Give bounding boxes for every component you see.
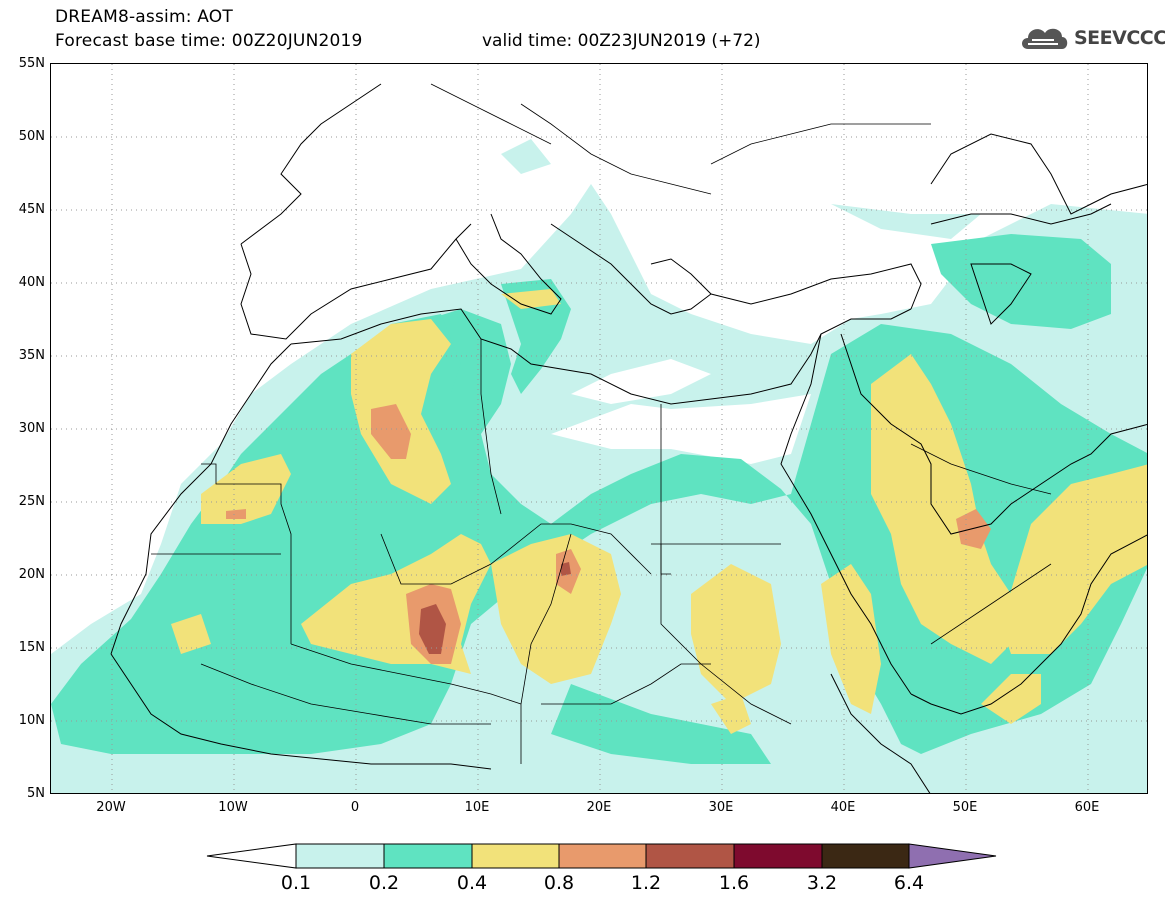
lat-label-45n: 45N [18,202,45,217]
lat-label-5n: 5N [27,786,45,801]
lat-label-40n: 40N [18,275,45,290]
forecast-base-time: Forecast base time: 00Z20JUN2019 [55,31,363,51]
aot-map [51,64,1147,793]
colorbar-label-6.4: 6.4 [893,872,925,894]
colorbar-segment-1.6 [733,843,823,869]
lon-label-20e: 20E [586,800,612,815]
logo-text: SEEVCCC [1074,27,1165,49]
lon-label-40e: 40E [830,800,856,815]
colorbar-label-0.4: 0.4 [456,872,488,894]
cloud-icon [1022,28,1068,49]
colorbar-segment-0.1 [295,843,385,869]
colorbar-label-0.8: 0.8 [543,872,575,894]
map-panel [50,63,1148,794]
graticule [51,64,1147,793]
country-borders [151,83,1052,764]
colorbar-label-1.2: 1.2 [630,872,662,894]
lat-label-20n: 20N [18,567,45,582]
colorbar-segment-0.4 [471,843,560,869]
colorbar-over-arrow [908,843,997,869]
lon-label-10e: 10E [464,800,490,815]
aot-band-1.2 [419,562,571,654]
colorbar-under-arrow [206,843,297,869]
lat-label-10n: 10N [18,713,45,728]
colorbar-label-3.2: 3.2 [806,872,838,894]
lat-label-30n: 30N [18,421,45,436]
lon-label-20w: 20W [96,800,126,815]
seevccc-logo: SEEVCCC [1018,23,1165,53]
colorbar-label-0.1: 0.1 [280,872,312,894]
colorbar-label-1.6: 1.6 [718,872,750,894]
valid-time: valid time: 00Z23JUN2019 (+72) [482,31,761,51]
aot-colorbar [206,843,997,869]
colorbar-label-0.2: 0.2 [368,872,400,894]
lat-label-25n: 25N [18,494,45,509]
lon-label-0: 0 [350,800,360,815]
coastlines [110,83,1147,793]
colorbar-segment-3.2 [821,843,910,869]
lat-label-50n: 50N [18,129,45,144]
lon-label-10w: 10W [218,800,248,815]
lat-label-35n: 35N [18,348,45,363]
aot-band-0.4 [171,289,1147,734]
lon-label-60e: 60E [1074,800,1100,815]
colorbar-segment-0.8 [558,843,647,869]
lon-label-30e: 30E [708,800,734,815]
lat-label-15n: 15N [18,640,45,655]
lon-label-50e: 50E [952,800,978,815]
lat-label-55n: 55N [18,56,45,71]
colorbar-segment-1.2 [645,843,735,869]
colorbar-segment-0.2 [383,843,473,869]
chart-title: DREAM8-assim: AOT [55,7,233,27]
